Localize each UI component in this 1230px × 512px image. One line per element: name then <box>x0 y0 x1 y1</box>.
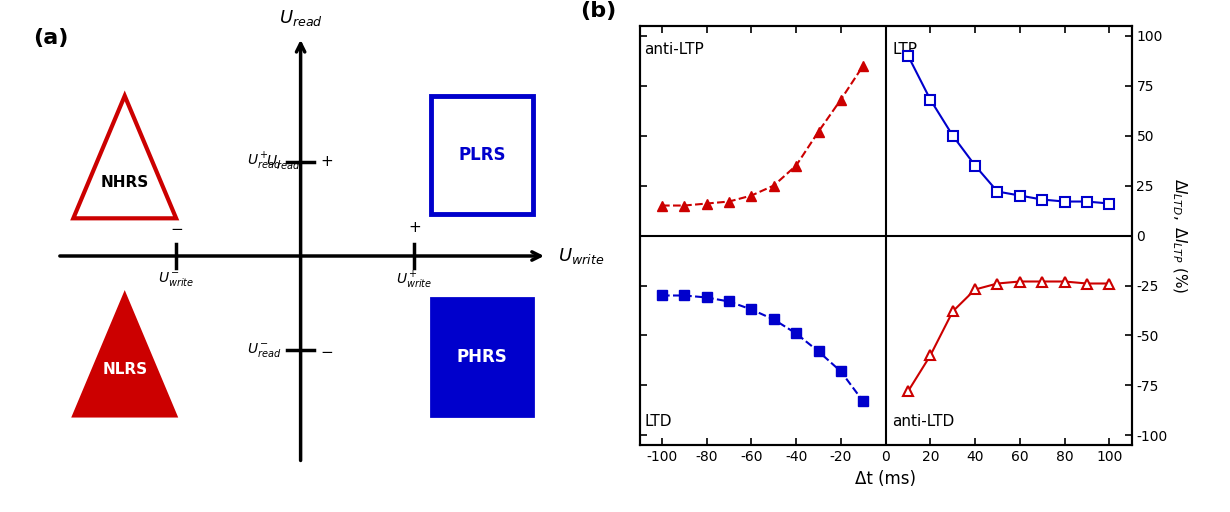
Text: $-$: $-$ <box>170 220 183 235</box>
Text: LTD: LTD <box>645 414 672 430</box>
Text: $U_{read}^+$: $U_{read}^+$ <box>247 151 282 173</box>
Text: $U_{read}^{}$: $U_{read}^{}$ <box>267 153 300 171</box>
Polygon shape <box>74 294 176 416</box>
Text: $U_{read}$: $U_{read}$ <box>279 8 322 28</box>
Text: (b): (b) <box>581 2 616 22</box>
Text: $U_{write}$: $U_{write}$ <box>557 246 604 266</box>
Text: anti-LTD: anti-LTD <box>892 414 954 430</box>
Text: $+$: $+$ <box>320 154 332 169</box>
Y-axis label: $\Delta I_{LTD},\ \Delta I_{LTP}\ (\%)$: $\Delta I_{LTD},\ \Delta I_{LTP}\ (\%)$ <box>1170 178 1188 293</box>
Text: $U_{read}^-$: $U_{read}^-$ <box>247 341 282 359</box>
Text: $-$: $-$ <box>320 343 332 358</box>
Text: $U_{write}^+$: $U_{write}^+$ <box>396 270 432 291</box>
Text: PLRS: PLRS <box>458 146 506 164</box>
Bar <box>430 298 534 416</box>
Text: LTP: LTP <box>892 41 918 57</box>
X-axis label: Δt (ms): Δt (ms) <box>855 470 916 488</box>
Text: (a): (a) <box>33 28 68 48</box>
Text: anti-LTP: anti-LTP <box>645 41 704 57</box>
Text: $U_{write}^-$: $U_{write}^-$ <box>159 270 194 288</box>
Bar <box>430 96 534 214</box>
Text: NHRS: NHRS <box>101 176 149 190</box>
Text: $+$: $+$ <box>407 220 421 235</box>
Text: NLRS: NLRS <box>102 361 148 376</box>
Text: PHRS: PHRS <box>456 348 507 366</box>
